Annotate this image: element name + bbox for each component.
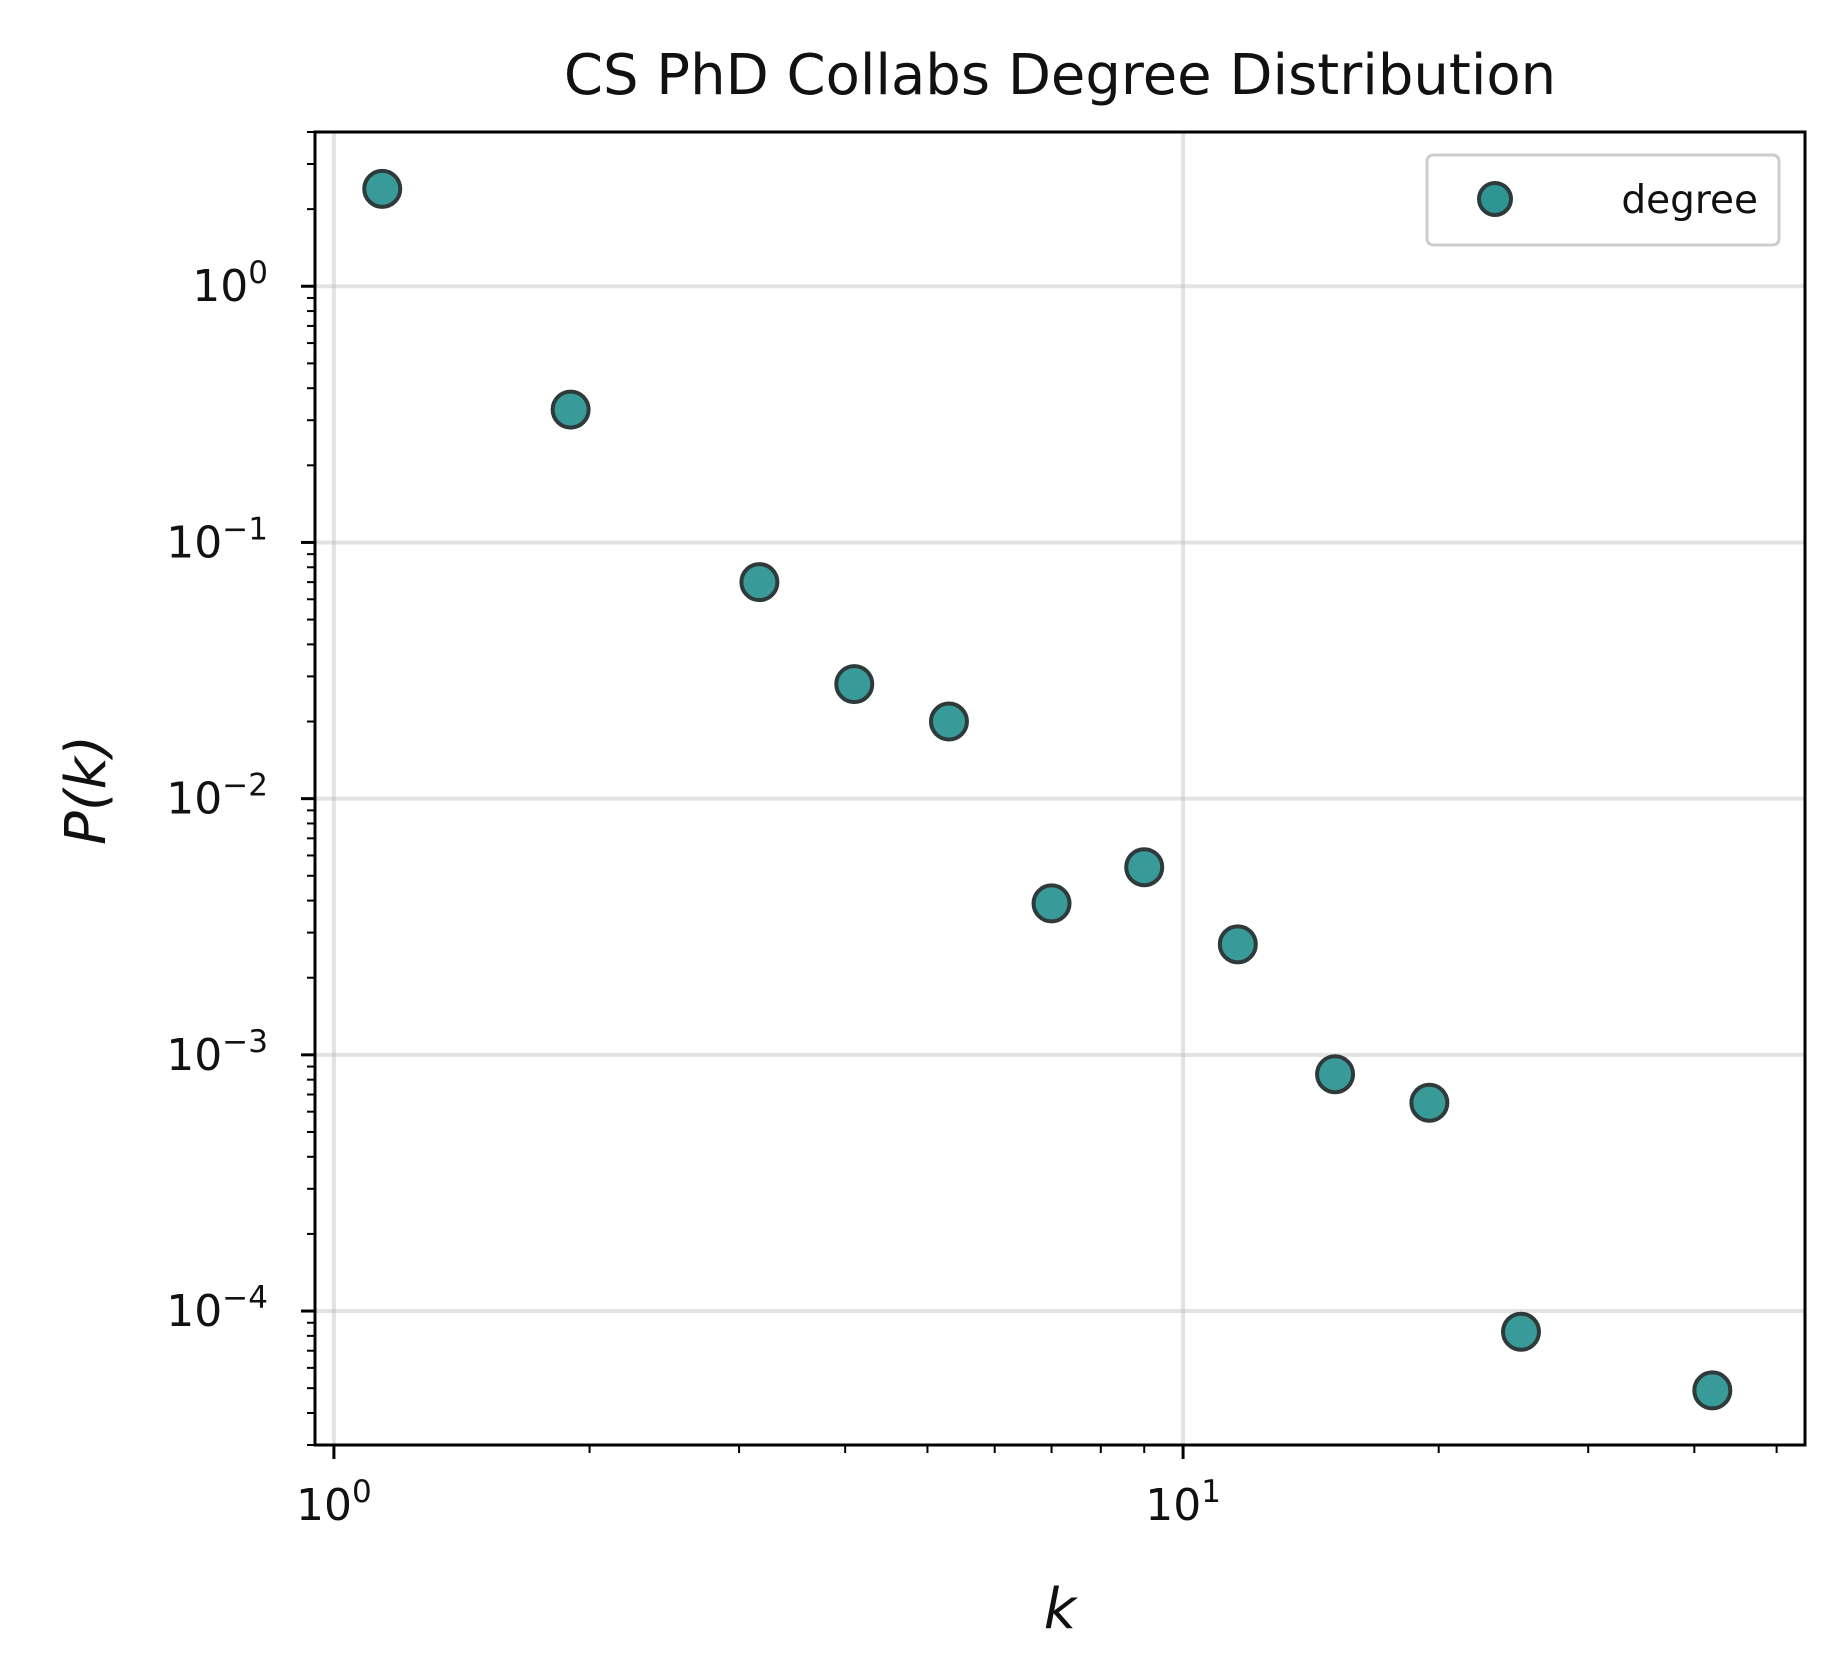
data-point: [1500, 1311, 1541, 1352]
y-tick-label: 10−2: [166, 768, 268, 825]
y-tick-label: 10−1: [166, 511, 268, 568]
data-point: [1315, 1054, 1356, 1095]
data-point: [1409, 1082, 1450, 1123]
data-point: [928, 701, 969, 742]
x-axis-label: k: [1044, 1577, 1079, 1642]
data-point: [550, 389, 591, 430]
y-tick-label: 100: [192, 255, 268, 312]
y-axis-label: P(k): [54, 735, 119, 845]
x-tick-labels: 100 101: [296, 1474, 1221, 1531]
data-point: [1217, 924, 1258, 965]
data-point: [1124, 847, 1165, 888]
data-point: [1692, 1370, 1733, 1411]
grid-lines: [315, 132, 1805, 1445]
legend-label-degree: degree: [1621, 178, 1758, 223]
data-points: [362, 168, 1733, 1411]
x-tick-label: 101: [1145, 1474, 1221, 1531]
y-tick-label: 10−4: [166, 1280, 268, 1337]
y-tick-labels: 100 10−1 10−2 10−3 10−4: [166, 255, 268, 1337]
data-point: [362, 168, 403, 209]
major-ticks: [301, 284, 1185, 1459]
chart-title: CS PhD Collabs Degree Distribution: [564, 43, 1556, 108]
data-point: [834, 664, 875, 705]
legend-marker-icon: [1477, 181, 1513, 217]
data-point: [739, 562, 780, 603]
legend-box: [1425, 153, 1781, 247]
data-point: [1031, 883, 1072, 924]
x-tick-label: 100: [296, 1474, 372, 1531]
legend: degree: [1425, 153, 1781, 247]
y-tick-label: 10−3: [166, 1024, 268, 1081]
plot-frame: [313, 130, 1807, 1447]
